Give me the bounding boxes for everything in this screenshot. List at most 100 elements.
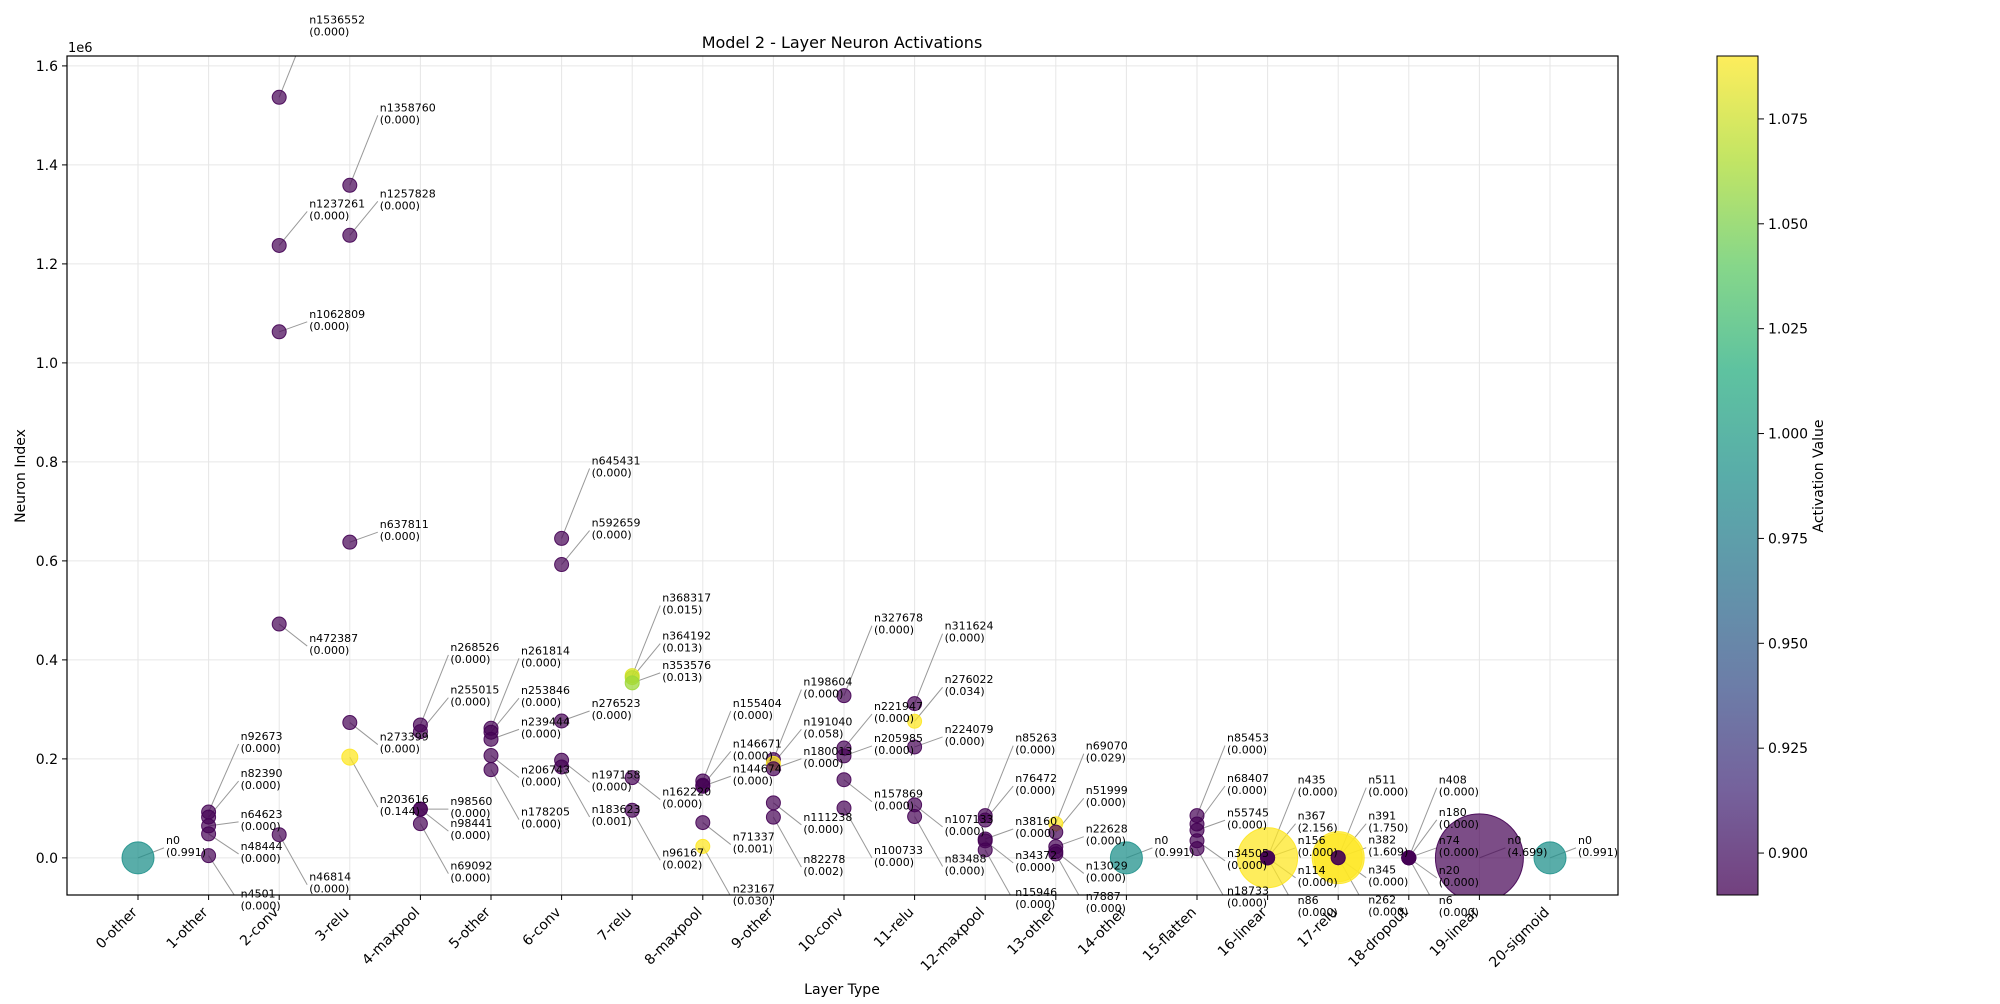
colorbar-tick-label: 0.925 [1768,741,1808,757]
leader-line [843,625,873,696]
point-label: n157869 [874,788,923,801]
point-label: n262 [1368,894,1396,907]
data-point [977,842,993,858]
data-point [1330,850,1346,866]
point-value-label: (0.000) [592,529,632,542]
point-value-label: (0.002) [803,865,843,878]
point-value-label: (0.000) [521,818,561,831]
leader-line [843,807,873,859]
point-label: n34505 [1227,847,1269,860]
point-value-label: (0.000) [241,779,281,792]
point-value-label: (0.000) [309,883,349,896]
data-point [271,237,287,253]
point-label: n155404 [733,697,782,710]
point-label: n22628 [1086,823,1128,836]
x-tick-label: 6-conv [520,905,565,950]
chart-title: Model 2 - Layer Neuron Activations [702,33,983,52]
point-label: n197158 [592,768,641,781]
point-label: n268526 [450,641,499,654]
point-value-label: (0.000) [1439,906,1479,919]
plot-area [121,56,1577,895]
point-value-label: (0.000) [1086,902,1126,915]
data-point [412,724,428,740]
point-label: n96167 [662,846,704,859]
leader-line [1196,745,1226,816]
data-point [342,177,358,193]
data-point [836,748,852,764]
data-point [907,696,923,712]
leader-line [772,689,802,760]
x-tick-label: 15-flatten [1140,905,1200,965]
leader-line [490,658,520,729]
point-value-label: (0.000) [945,632,985,645]
point-label: n98560 [450,795,492,808]
leader-line [1408,819,1438,859]
point-label: n0 [1154,834,1168,847]
point-label: n261814 [521,644,570,657]
point-label: n592659 [592,517,641,530]
data-point [1048,824,1064,840]
data-point [412,801,428,817]
leader-line [561,468,591,539]
data-point [342,534,358,550]
data-point [121,841,155,875]
point-value-label: (0.000) [945,865,985,878]
point-label: n253846 [521,684,570,697]
data-point [271,616,287,632]
point-label: n472387 [309,632,358,645]
y-tick-label: 1.0 [36,356,58,372]
x-tick-label: 8-maxpool [642,905,706,969]
point-label: n111238 [803,811,852,824]
point-value-label: (2.156) [1298,822,1338,835]
point-label: n64623 [241,808,283,821]
data-point [554,557,570,573]
data-point [624,802,640,818]
point-value-label: (0.000) [1439,846,1479,859]
leader-line [984,745,1014,816]
point-label: n146671 [733,737,782,750]
point-value-label: (0.000) [450,653,490,666]
data-point [907,713,923,729]
point-label: n408 [1439,774,1467,787]
point-label: n69092 [450,860,492,873]
point-value-label: (0.030) [733,894,773,907]
point-value-label: (0.058) [803,727,843,740]
data-point [412,816,428,832]
point-label: n86 [1298,894,1319,907]
x-tick-label: 1-other [164,904,212,952]
point-label: n71337 [733,831,775,844]
point-value-label: (0.000) [874,712,914,725]
data-point [836,688,852,704]
leader-line [772,816,802,868]
point-label: n107133 [945,813,994,826]
data-point [342,715,358,731]
point-value-label: (0.000) [1439,876,1479,889]
data-point [836,772,852,788]
leader-line [419,654,449,726]
data-point [977,812,993,828]
point-label: n114 [1298,864,1326,877]
point-value-label: (0.000) [945,735,985,748]
leader-line [490,769,520,820]
point-label: n46814 [309,871,351,884]
point-value-label: (4.699) [1507,846,1547,859]
leader-line [419,823,449,874]
x-tick-label: 9-other [728,904,776,952]
x-tick-label: 5-other [446,904,494,952]
colorbar-ticks: 0.900 0.925 0.950 0.975 1.000 1.025 1.050 1.075 [1758,112,1808,862]
data-point [624,675,640,691]
y-tick-label: 1.6 [36,59,58,75]
data-point [624,770,640,786]
leader-line [1055,753,1085,824]
point-value-label: (0.000) [803,688,843,701]
point-label: n48444 [241,840,283,853]
point-value-label: (0.000) [945,825,985,838]
point-value-label: (0.002) [662,858,702,871]
leader-line [278,56,297,98]
point-label: n311624 [945,620,994,633]
point-value-label: (0.000) [1086,835,1126,848]
point-label: n367 [1298,810,1326,823]
data-point [483,731,499,747]
point-label: n435 [1298,774,1326,787]
point-value-label: (1.609) [1368,846,1408,859]
